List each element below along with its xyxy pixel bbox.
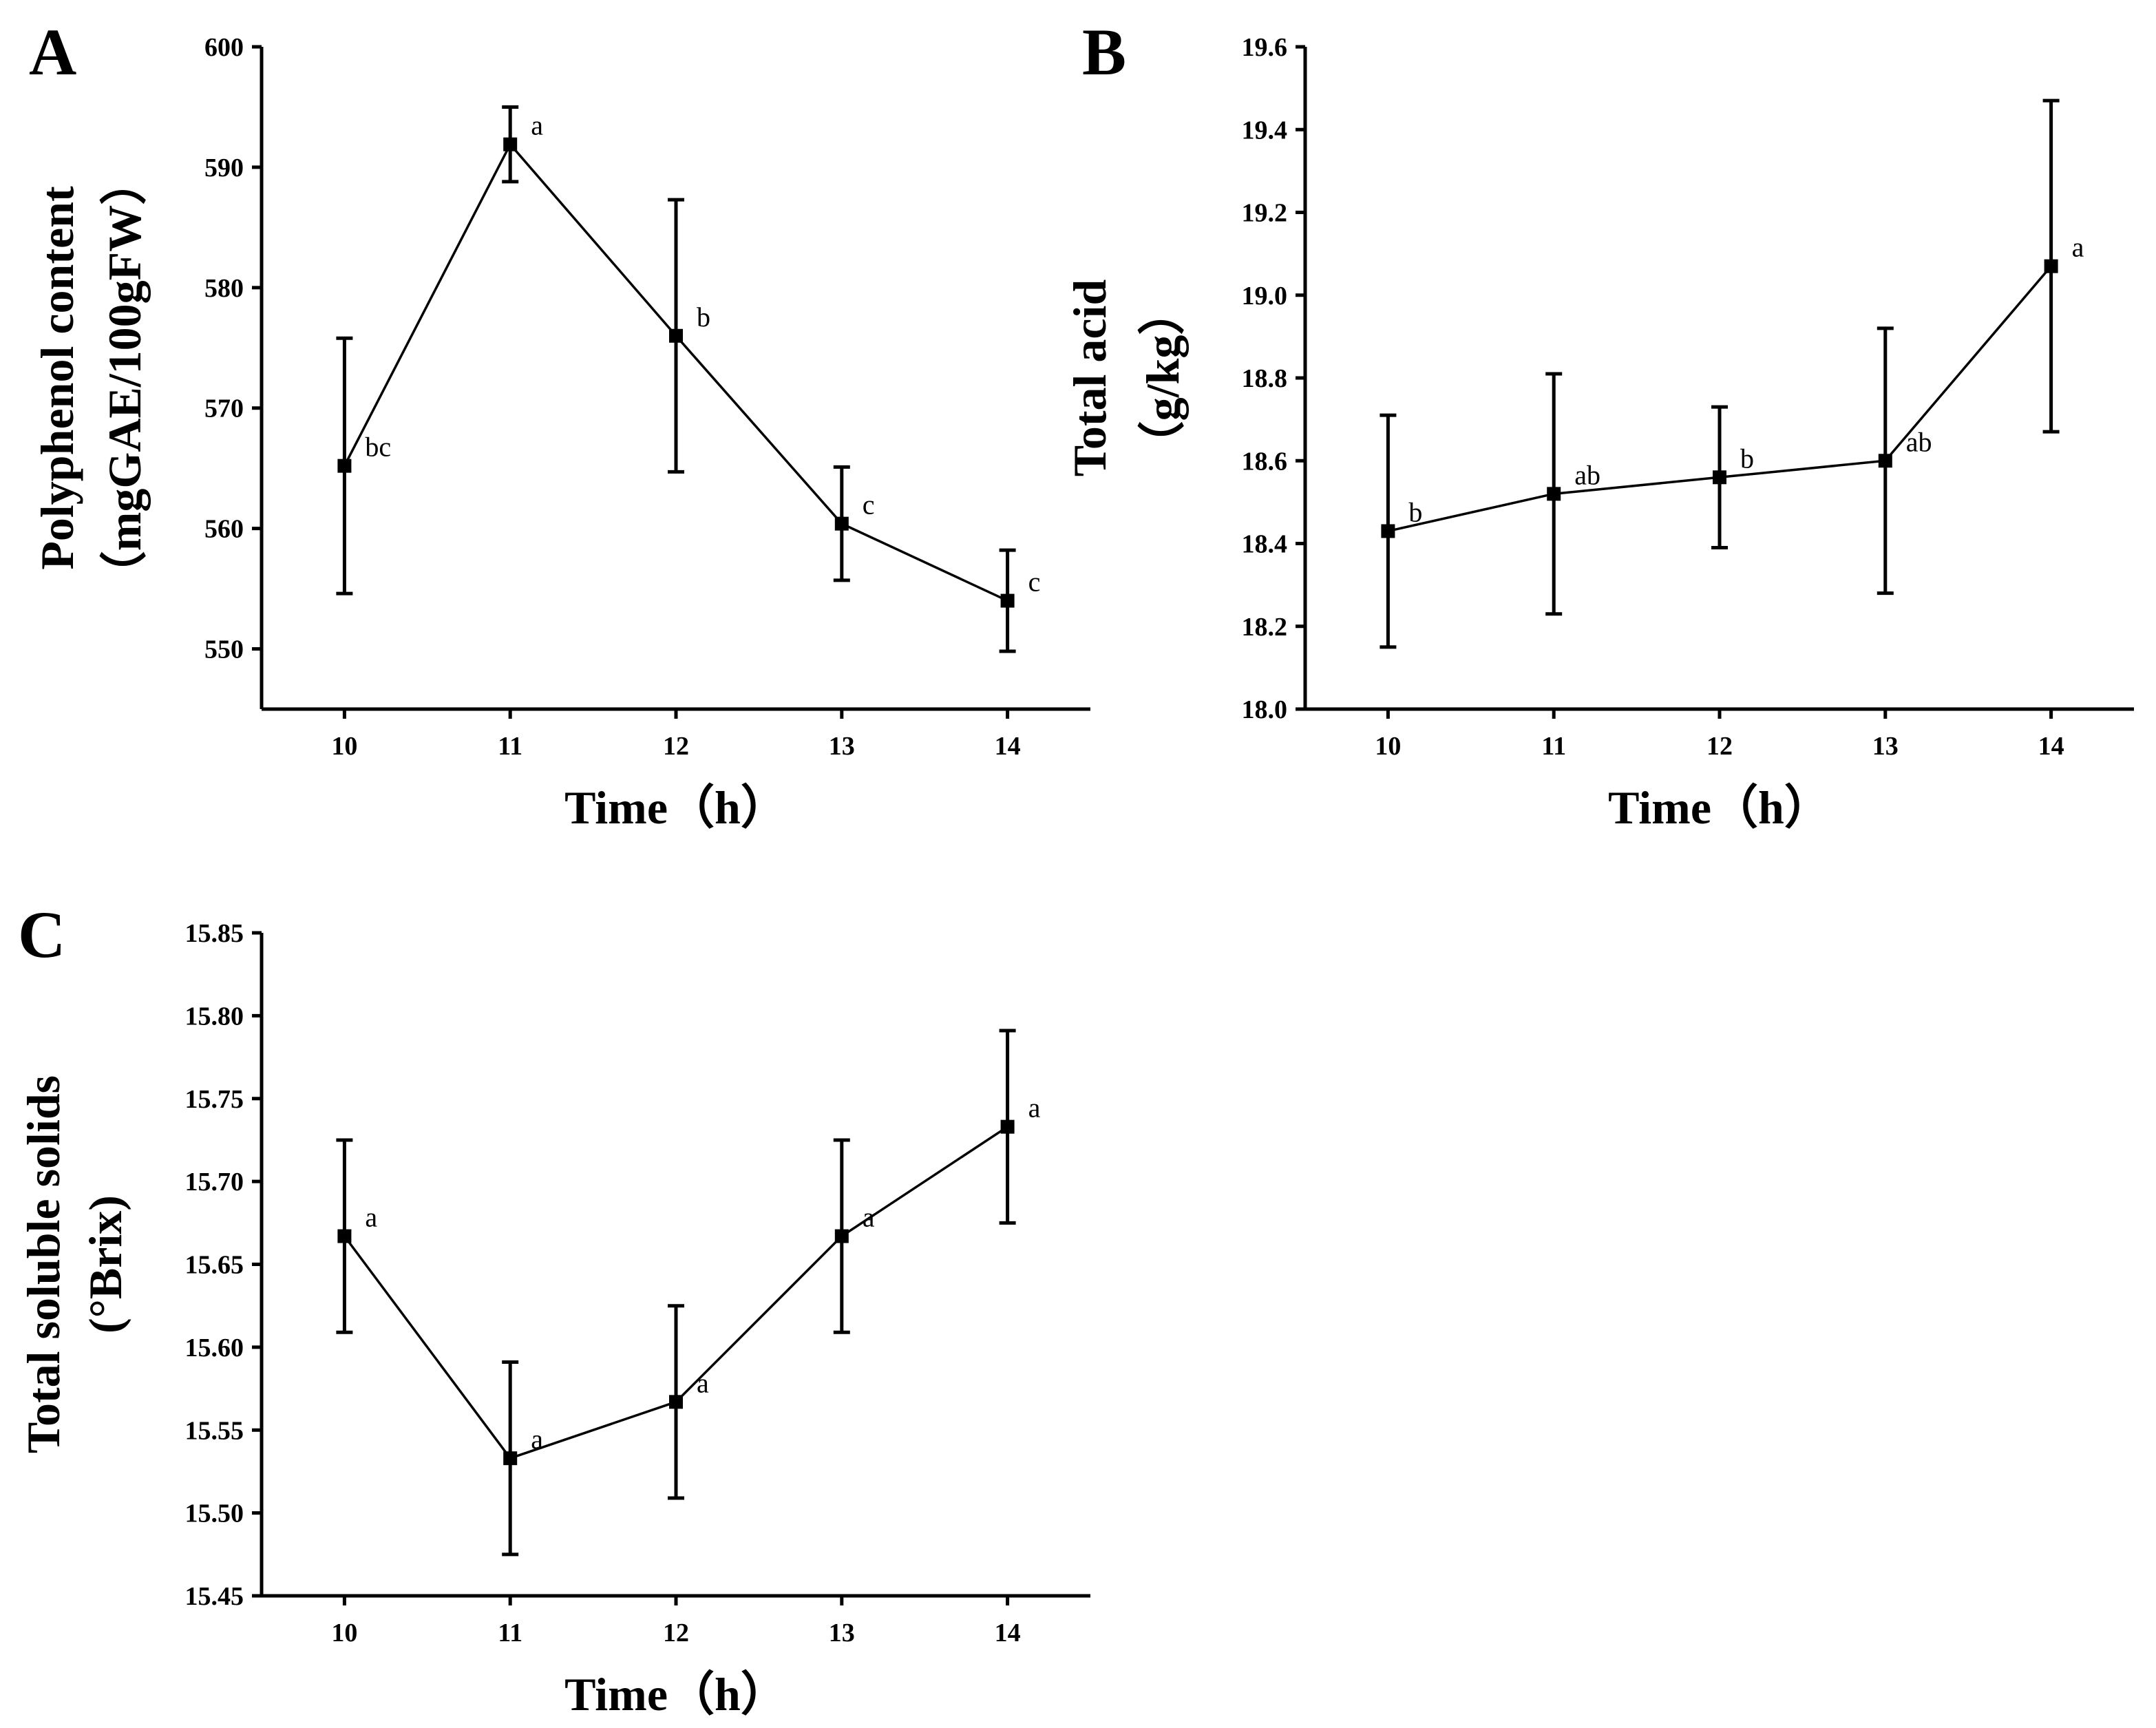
data-point-marker: [1381, 524, 1395, 538]
y-tick-label: 15.45: [185, 1582, 244, 1611]
data-point-marker: [1878, 454, 1892, 468]
data-point-marker: [1000, 593, 1015, 608]
x-tick-label: 12: [663, 732, 689, 761]
x-tick-label: 10: [331, 732, 357, 761]
x-tick-label: 13: [829, 732, 855, 761]
significance-label: c: [863, 489, 875, 520]
y-axis-title: Polyphenol content: [31, 186, 83, 570]
y-tick-label: 19.4: [1242, 116, 1288, 145]
y-tick-label: 15.80: [185, 1002, 244, 1031]
data-point-marker: [503, 1451, 518, 1466]
x-tick-label: 12: [1706, 732, 1733, 761]
significance-label: a: [2072, 232, 2084, 263]
y-tick-label: 15.50: [185, 1499, 244, 1528]
significance-label: bc: [365, 432, 391, 463]
y-axis-title: Total acid: [1064, 280, 1116, 477]
y-axis-title: （mgGAE/100gFW）: [98, 158, 151, 598]
x-axis-title: Time（h）: [1608, 781, 1831, 834]
chart-panel-c: C 15.45 15.50 15.55 15.60 15.65 15.70 15.75 15.8…: [17, 898, 1090, 1720]
x-tick-label: 13: [1872, 732, 1899, 761]
y-axis-title: Total soluble solids: [17, 1075, 70, 1453]
significance-label: b: [697, 302, 710, 333]
data-point-marker: [1713, 470, 1726, 485]
y-tick-label: 19.2: [1242, 199, 1288, 228]
significance-label: a: [863, 1202, 875, 1233]
y-tick-label: 15.85: [185, 919, 244, 948]
y-tick-label: 570: [204, 394, 244, 423]
significance-label: a: [697, 1367, 709, 1398]
y-tick-label: 18.6: [1242, 447, 1288, 476]
significance-label: b: [1408, 496, 1422, 527]
x-tick-label: 12: [663, 1619, 689, 1647]
y-tick-label: 18.2: [1242, 613, 1288, 642]
y-tick-label: 19.0: [1242, 282, 1288, 310]
panel-label: B: [1082, 15, 1126, 89]
y-axis-title: （g/kg）: [1137, 288, 1189, 468]
data-point-marker: [503, 137, 518, 151]
significance-label: a: [1028, 1093, 1041, 1124]
y-tick-label: 15.60: [185, 1334, 244, 1362]
chart-panel-a: A 550 560 570 580 590 600 10 11 12 13 14 Time（h） Poly…: [29, 15, 1090, 834]
y-tick-label: 600: [204, 33, 244, 62]
data-point-marker: [669, 1395, 683, 1409]
y-tick-label: 15.75: [185, 1085, 244, 1114]
significance-label: c: [1028, 567, 1041, 598]
significance-label: ab: [1574, 459, 1600, 490]
x-tick-label: 11: [498, 1619, 522, 1647]
data-point-marker: [337, 1229, 352, 1243]
y-tick-label: 580: [204, 274, 244, 303]
data-point-marker: [834, 1229, 849, 1243]
y-tick-label: 18.8: [1242, 364, 1288, 393]
y-tick-label: 18.0: [1242, 695, 1288, 724]
data-point-marker: [1547, 487, 1561, 501]
data-point-marker: [834, 516, 849, 531]
significance-label: a: [531, 1424, 543, 1455]
data-point-marker: [337, 459, 352, 473]
significance-label: ab: [1906, 426, 1932, 457]
y-tick-label: 560: [204, 515, 244, 544]
data-point-marker: [669, 328, 683, 343]
y-tick-label: 550: [204, 635, 244, 664]
x-tick-label: 11: [498, 732, 522, 761]
y-tick-label: 15.55: [185, 1416, 244, 1445]
y-axis-title: (°Brix): [79, 1195, 131, 1334]
x-tick-label: 14: [995, 732, 1021, 761]
x-axis-title: Time（h）: [564, 781, 788, 834]
x-tick-label: 10: [1375, 732, 1401, 761]
y-tick-label: 15.65: [185, 1251, 244, 1280]
x-tick-label: 14: [2038, 732, 2064, 761]
panel-label: C: [18, 898, 65, 971]
y-tick-label: 18.4: [1242, 530, 1288, 559]
data-point-marker: [2044, 259, 2058, 273]
chart-panel-b: B 18.0 18.2 18.4 18.6 18.8 19.0 19.2 19.4 19.6 10 1…: [1064, 15, 2134, 834]
significance-label: a: [531, 110, 543, 141]
x-tick-label: 10: [331, 1619, 357, 1647]
x-tick-label: 14: [995, 1619, 1021, 1647]
x-tick-label: 13: [829, 1619, 855, 1647]
data-point-marker: [1000, 1119, 1015, 1134]
significance-label: a: [365, 1202, 377, 1233]
x-axis-title: Time（h）: [564, 1668, 788, 1720]
significance-label: b: [1740, 443, 1754, 474]
y-tick-label: 15.70: [185, 1168, 244, 1197]
y-tick-label: 19.6: [1242, 33, 1288, 62]
x-tick-label: 11: [1541, 732, 1566, 761]
panel-label: A: [29, 15, 76, 89]
y-tick-label: 590: [204, 154, 244, 182]
